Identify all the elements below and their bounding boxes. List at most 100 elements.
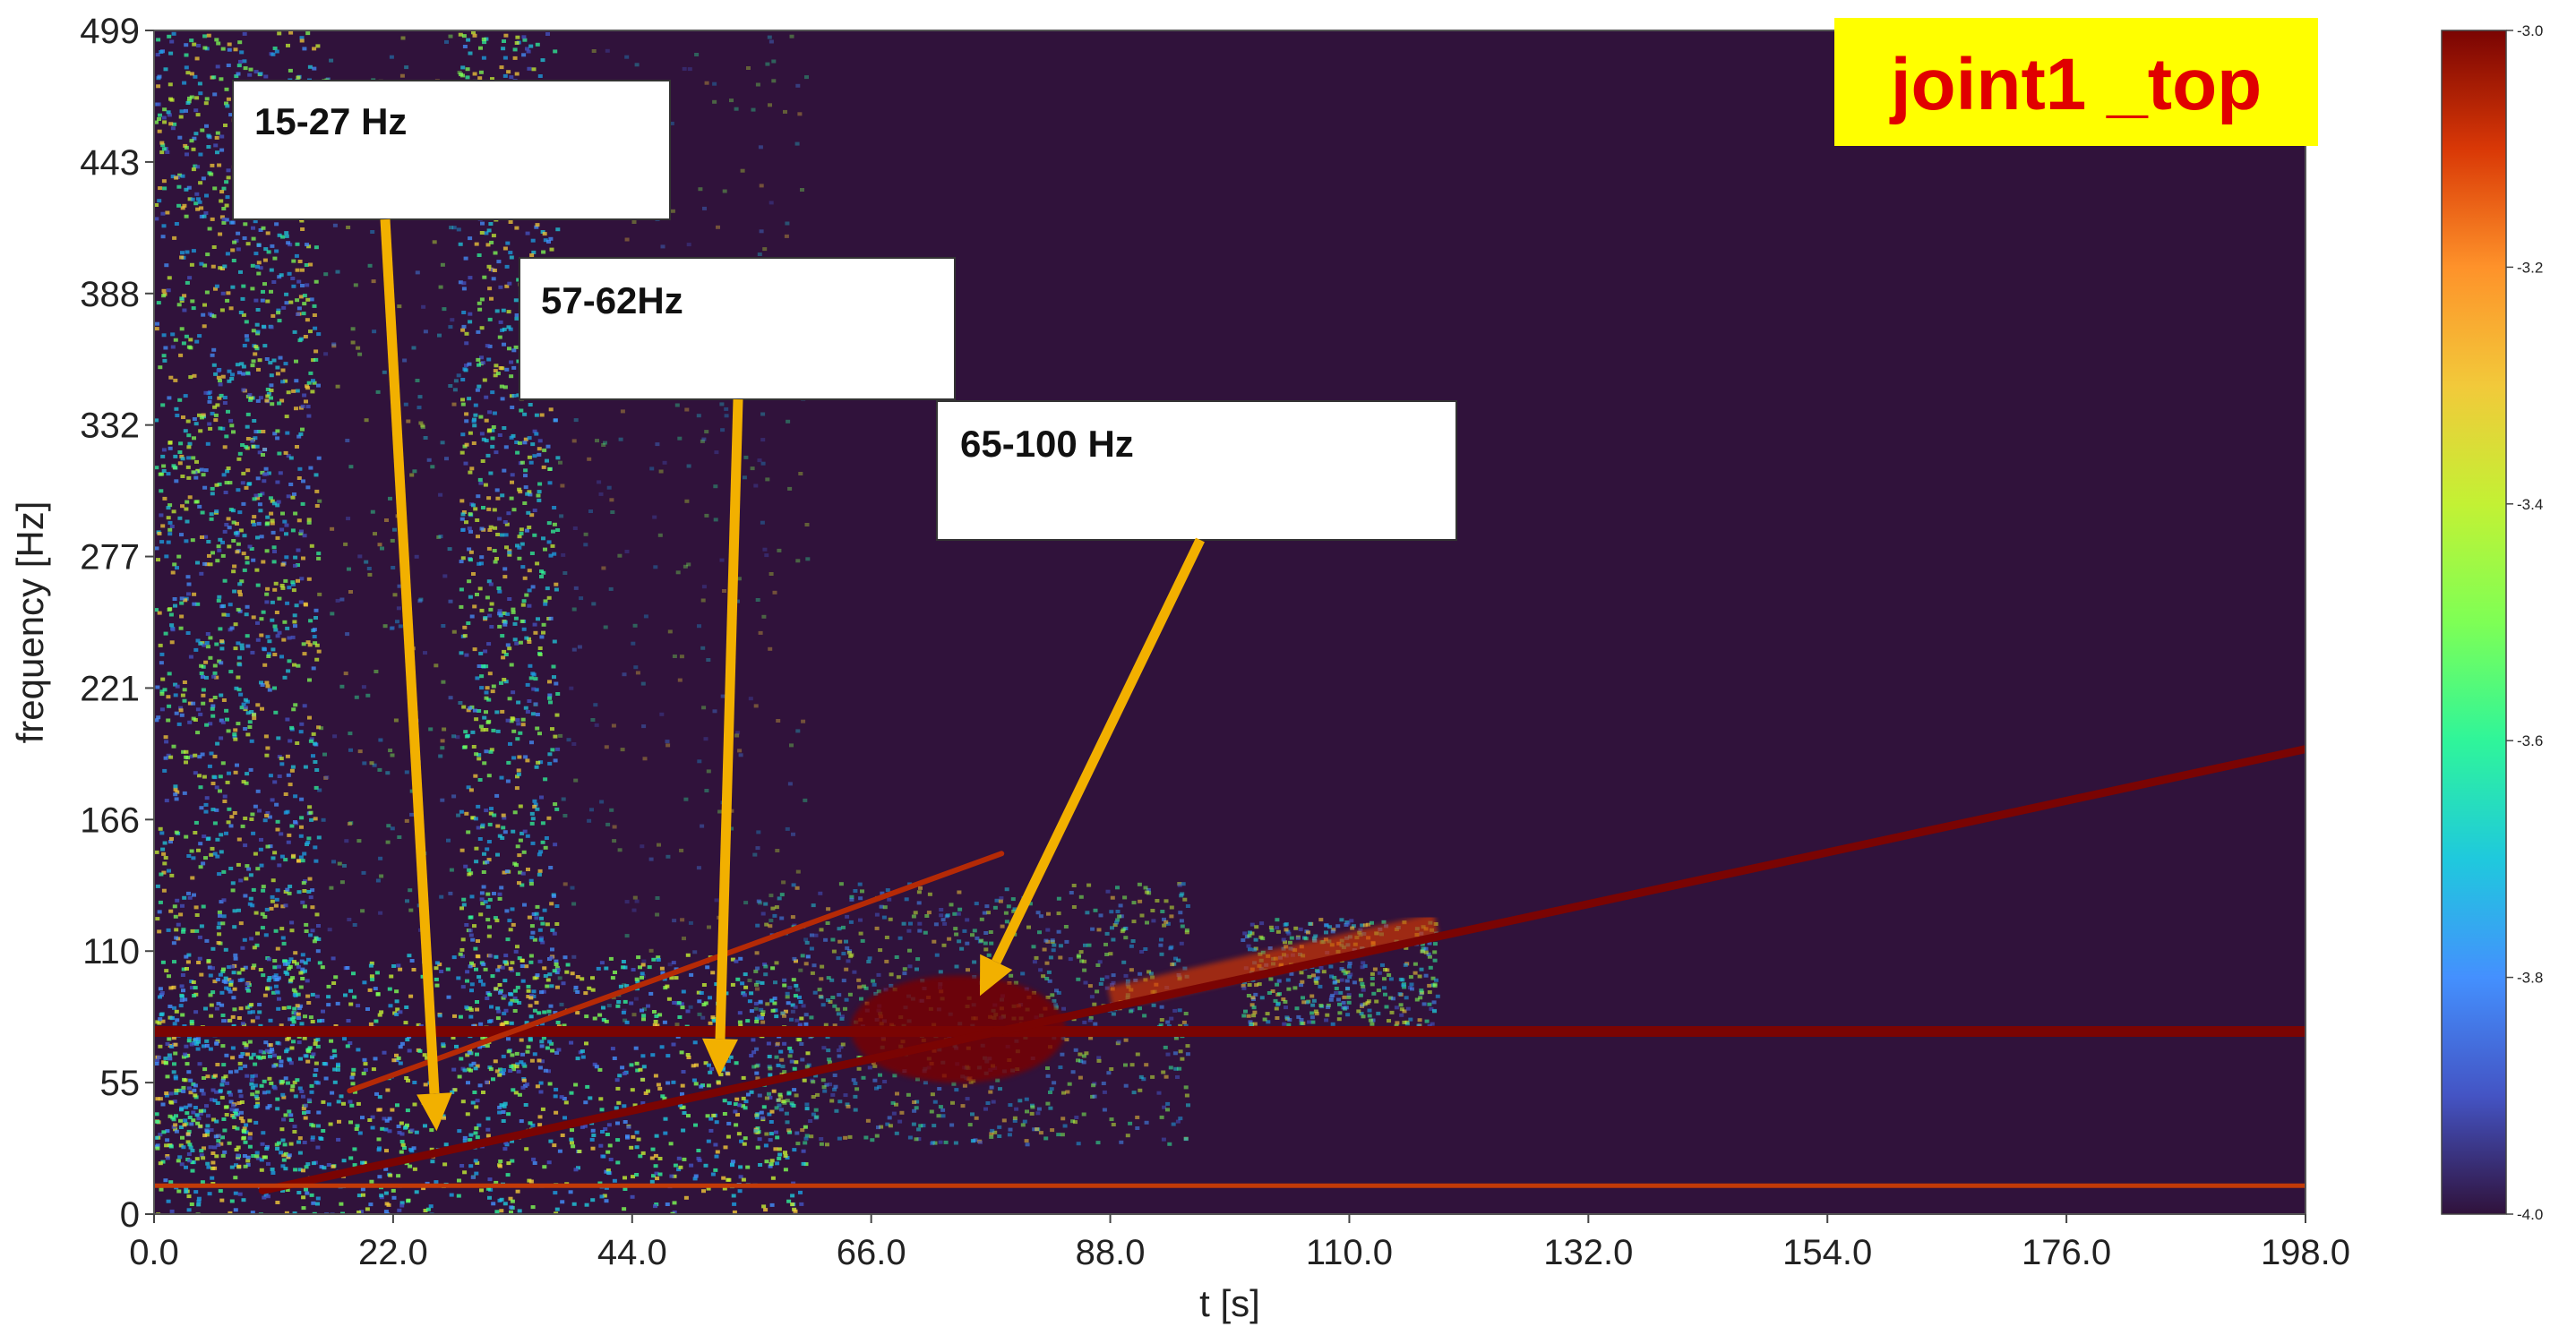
noise-speck <box>444 457 449 461</box>
noise-speck <box>680 1091 684 1096</box>
noise-speck <box>173 787 178 792</box>
noise-speck <box>522 829 528 834</box>
noise-speck <box>369 1179 374 1184</box>
noise-speck <box>350 340 356 345</box>
noise-speck <box>179 614 185 619</box>
noise-speck <box>457 1129 462 1134</box>
noise-speck <box>497 1073 502 1077</box>
noise-speck <box>176 554 182 559</box>
noise-speck <box>575 1011 580 1015</box>
noise-speck <box>523 474 528 478</box>
noise-speck <box>1087 984 1093 988</box>
noise-speck <box>510 961 515 965</box>
noise-speck <box>543 602 548 606</box>
noise-speck <box>547 972 553 977</box>
noise-speck <box>211 314 217 319</box>
noise-speck <box>471 816 477 820</box>
noise-speck <box>514 316 519 321</box>
noise-speck <box>803 1125 808 1129</box>
noise-speck <box>509 255 514 260</box>
noise-speck <box>316 383 321 388</box>
noise-speck <box>491 728 496 732</box>
noise-speck <box>562 1116 567 1120</box>
noise-speck <box>273 903 279 908</box>
noise-speck <box>547 1082 553 1086</box>
noise-speck <box>297 1151 303 1155</box>
noise-speck <box>481 437 486 441</box>
noise-speck <box>189 72 194 76</box>
noise-speck <box>303 1116 308 1120</box>
noise-speck <box>608 586 614 591</box>
noise-speck <box>231 430 236 434</box>
noise-speck <box>279 832 284 836</box>
noise-speck <box>800 188 804 192</box>
noise-speck <box>169 1100 175 1105</box>
noise-speck <box>533 677 538 681</box>
noise-speck <box>186 445 192 449</box>
noise-speck <box>626 1125 631 1129</box>
noise-speck <box>726 1101 732 1106</box>
noise-speck <box>861 984 866 988</box>
noise-speck <box>1050 1128 1055 1133</box>
noise-speck <box>200 752 205 757</box>
noise-speck <box>266 471 271 475</box>
noise-speck <box>166 516 171 520</box>
noise-speck <box>1131 901 1137 905</box>
noise-speck <box>783 109 787 114</box>
noise-speck <box>164 969 169 973</box>
noise-speck <box>162 496 167 501</box>
noise-speck <box>201 664 206 669</box>
noise-speck <box>310 1135 315 1140</box>
noise-speck <box>196 848 201 852</box>
noise-speck <box>180 693 185 697</box>
noise-speck <box>620 1065 625 1070</box>
noise-speck <box>508 220 513 224</box>
noise-speck <box>219 77 224 81</box>
noise-speck <box>463 256 468 261</box>
noise-speck <box>672 919 677 923</box>
noise-speck <box>471 419 477 424</box>
noise-speck <box>730 957 735 962</box>
noise-speck <box>503 954 509 958</box>
noise-speck <box>238 1006 244 1011</box>
noise-speck <box>182 294 187 298</box>
noise-speck <box>265 521 270 526</box>
noise-speck <box>174 711 179 715</box>
noise-speck <box>501 826 506 830</box>
noise-speck <box>232 589 237 594</box>
noise-speck <box>218 426 223 431</box>
noise-speck <box>300 859 305 863</box>
noise-speck <box>590 718 596 722</box>
noise-speck <box>173 1127 178 1132</box>
noise-speck <box>287 1109 292 1114</box>
noise-speck <box>202 1067 208 1072</box>
noise-speck <box>470 1176 476 1179</box>
noise-speck <box>477 76 483 81</box>
noise-speck <box>192 1088 197 1092</box>
noise-speck <box>511 1067 516 1072</box>
noise-speck <box>270 647 276 652</box>
noise-speck <box>339 880 345 885</box>
noise-speck <box>224 101 228 106</box>
noise-speck <box>201 1156 206 1160</box>
noise-speck <box>184 1189 189 1194</box>
noise-speck <box>362 1160 367 1165</box>
noise-speck <box>221 186 227 191</box>
noise-speck <box>514 41 519 45</box>
noise-speck <box>249 739 254 743</box>
noise-speck <box>203 1006 208 1011</box>
noise-speck <box>769 1109 775 1114</box>
noise-speck <box>562 882 568 886</box>
noise-speck <box>479 608 485 612</box>
noise-speck <box>385 840 391 844</box>
noise-speck <box>512 621 518 626</box>
noise-speck <box>532 1161 537 1165</box>
noise-speck <box>422 1053 427 1057</box>
noise-speck <box>199 206 204 210</box>
noise-speck <box>494 1180 499 1185</box>
noise-speck <box>210 946 216 951</box>
noise-speck <box>537 852 542 857</box>
noise-speck <box>685 953 691 957</box>
noise-speck <box>300 268 305 272</box>
noise-speck <box>280 1138 286 1142</box>
